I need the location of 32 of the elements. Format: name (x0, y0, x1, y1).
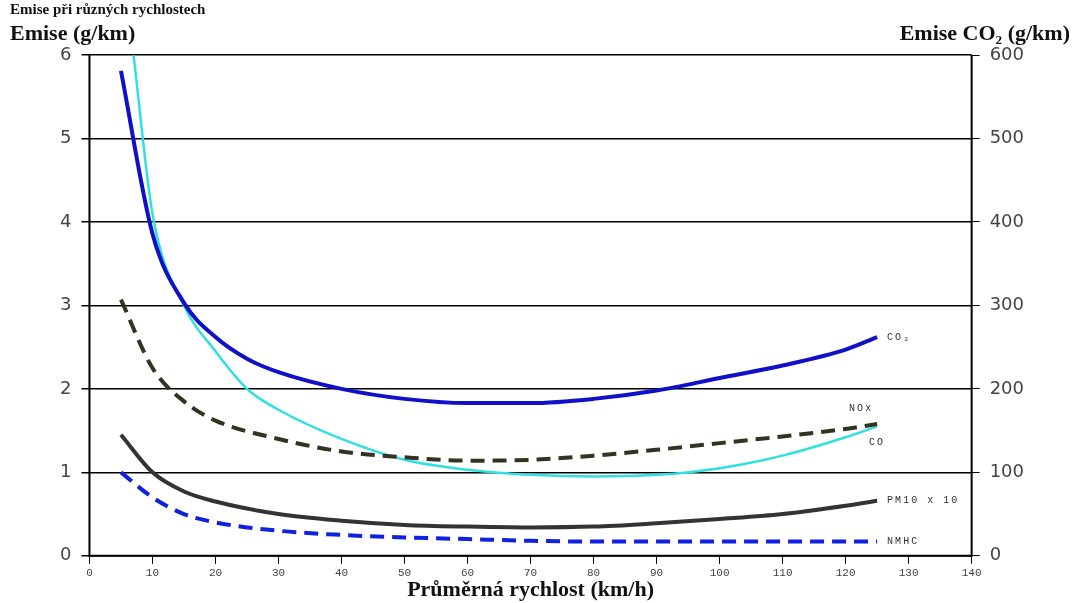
x-tick-label: 30 (271, 567, 286, 580)
y-axis-title: Emise (g/km) (10, 20, 136, 45)
y2-tick-label: 0 (989, 543, 1002, 565)
chart-title: Emise při různých rychlostech (10, 1, 207, 17)
x-tick-label: 10 (145, 567, 160, 580)
y-tick-label: 3 (60, 293, 72, 315)
y2-tick-label: 200 (989, 376, 1024, 398)
y-tick-label: 0 (60, 543, 72, 565)
x-tick-label: 100 (709, 567, 730, 580)
y-tick-label: 1 (60, 460, 72, 482)
series-label: CO₂ (887, 331, 912, 343)
x-tick-label: 130 (898, 567, 919, 580)
line-series (118, 470, 880, 544)
y-tick-label: 2 (60, 376, 72, 398)
y2-tick-label: 300 (989, 293, 1024, 315)
x-tick-label: 20 (208, 567, 223, 580)
series-label: NOx (849, 402, 874, 414)
y2-tick-label: 500 (989, 126, 1024, 148)
x-tick-label: 140 (961, 567, 982, 580)
x-tick-label: 0 (86, 567, 93, 580)
series-label: CO (869, 437, 886, 449)
line-series (118, 68, 880, 406)
series-label: NMHC (887, 536, 920, 548)
y2-tick-label: 100 (989, 460, 1024, 482)
x-tick-label: 120 (835, 567, 856, 580)
x-tick-label: 40 (334, 567, 349, 580)
y-tick-label: 6 (60, 42, 72, 64)
y-tick-label: 4 (60, 209, 72, 231)
x-tick-label: 110 (772, 567, 793, 580)
y2-tick-label: 400 (989, 209, 1024, 231)
y-tick-label: 5 (60, 126, 72, 148)
series-label: PM10 x 10 (887, 495, 960, 507)
